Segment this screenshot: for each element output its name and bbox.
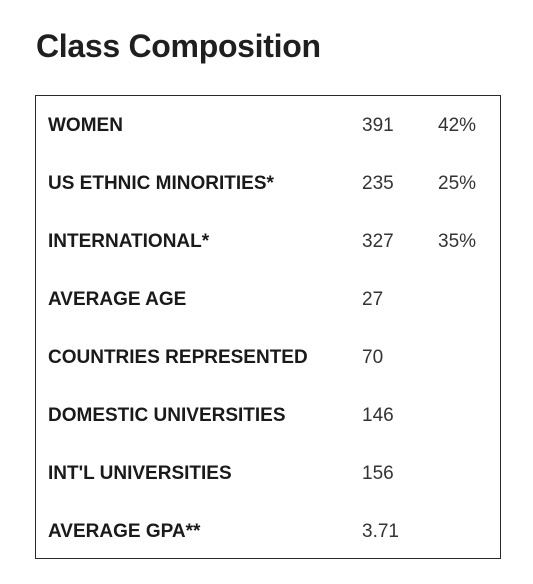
table-row: AVERAGE GPA** 3.71 — [48, 503, 488, 561]
row-count: 156 — [362, 463, 394, 484]
table-row: INTERNATIONAL* 327 35% — [48, 213, 488, 271]
class-composition-table: WOMEN 391 42% US ETHNIC MINORITIES* 235 … — [35, 95, 501, 559]
row-count: 70 — [362, 347, 384, 368]
table-row: WOMEN 391 42% — [48, 97, 488, 155]
row-percent: 42% — [438, 115, 477, 136]
table-row: INT'L UNIVERSITIES 156 — [48, 445, 488, 503]
row-count: 235 — [362, 173, 394, 194]
row-percent — [438, 271, 488, 329]
table-row: COUNTRIES REPRESENTED 70 — [48, 329, 488, 387]
row-label: WOMEN — [48, 115, 123, 136]
row-percent — [438, 387, 488, 445]
table-row: US ETHNIC MINORITIES* 235 25% — [48, 155, 488, 213]
row-label: AVERAGE GPA** — [48, 521, 201, 542]
row-label: DOMESTIC UNIVERSITIES — [48, 405, 286, 426]
row-label: AVERAGE AGE — [48, 289, 187, 310]
page-title: Class Composition — [36, 28, 321, 64]
row-percent: 35% — [438, 231, 477, 252]
row-percent — [438, 445, 488, 503]
row-percent — [438, 329, 488, 387]
row-label: INT'L UNIVERSITIES — [48, 463, 232, 484]
row-count: 327 — [362, 231, 394, 252]
row-label: COUNTRIES REPRESENTED — [48, 347, 308, 368]
row-count: 3.71 — [362, 521, 399, 542]
table-row: AVERAGE AGE 27 — [48, 271, 488, 329]
stats-table-grid: WOMEN 391 42% US ETHNIC MINORITIES* 235 … — [48, 97, 488, 561]
row-count: 146 — [362, 405, 394, 426]
row-label: INTERNATIONAL* — [48, 231, 210, 252]
row-percent — [438, 503, 488, 561]
table-row: DOMESTIC UNIVERSITIES 146 — [48, 387, 488, 445]
row-label: US ETHNIC MINORITIES* — [48, 173, 274, 194]
row-count: 391 — [362, 115, 394, 136]
row-percent: 25% — [438, 173, 477, 194]
row-count: 27 — [362, 289, 384, 310]
